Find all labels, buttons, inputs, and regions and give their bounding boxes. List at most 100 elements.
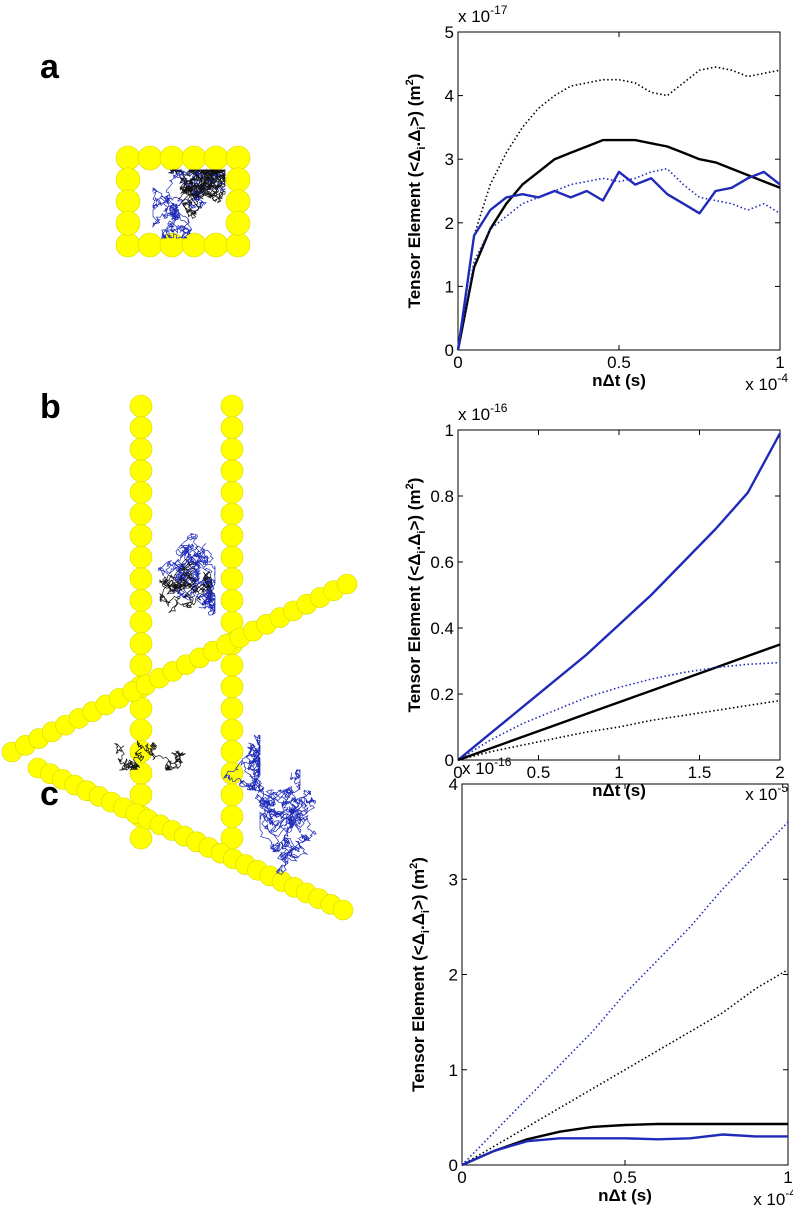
y-tick-label: 0	[445, 341, 454, 360]
wall-particle	[220, 524, 244, 547]
y-axis-label-part: Tensor Element (<Δ	[409, 933, 428, 1092]
trajectory	[259, 789, 317, 875]
y-axis-label-part: Tensor Element (<Δ	[405, 554, 424, 713]
multiplier-exponent: -16	[490, 401, 508, 415]
x-tick-label: 1	[614, 763, 623, 782]
wall-particle	[159, 145, 185, 171]
panel-label: c	[40, 775, 59, 813]
wall-particle	[220, 675, 244, 699]
wall-particle	[129, 653, 153, 677]
axis-multiplier: x 10-17	[458, 3, 508, 26]
axis-multiplier: x 10-16	[462, 755, 512, 778]
y-axis-label-part: i	[416, 127, 428, 130]
x-axis-label: nΔt (s)	[592, 371, 646, 390]
wall-particle	[115, 145, 141, 171]
plot-frame	[457, 429, 781, 761]
wall-particle	[129, 783, 153, 807]
wall-particle	[129, 437, 153, 461]
y-tick-label: 3	[449, 870, 458, 889]
y-axis-label-part: i	[416, 147, 428, 150]
series-line	[456, 170, 781, 351]
x-axis-label: nΔt (s)	[598, 1186, 652, 1205]
series-line	[457, 699, 781, 761]
wall-particle	[220, 697, 244, 720]
multiplier-base: x 10	[458, 405, 490, 424]
y-axis-label-part: )	[405, 478, 424, 484]
series-line	[461, 1122, 788, 1167]
wall-particle	[137, 145, 163, 171]
axis-multiplier: x 10-16	[458, 401, 508, 424]
wall-particle	[220, 459, 244, 483]
y-axis-label-part: >) (m	[409, 869, 428, 910]
axis-multiplier: x 10-5	[745, 781, 788, 804]
wall-particle	[181, 145, 207, 171]
wall-particle	[115, 167, 141, 193]
wall-particle	[115, 210, 141, 236]
y-axis-label-part: .Δ	[405, 130, 424, 147]
y-tick-label: 2	[449, 966, 458, 985]
y-axis-label-part: i	[420, 910, 432, 913]
y-tick-label: 0.6	[430, 553, 454, 572]
wall-particle	[220, 394, 244, 418]
wall-particle	[203, 145, 229, 171]
y-tick-label: 5	[445, 23, 454, 42]
trajectory	[223, 734, 262, 791]
wall-particle	[332, 899, 354, 921]
y-axis-label: Tensor Element (<Δi.Δi>) (m2)	[408, 857, 432, 1092]
wall-particle	[225, 145, 251, 171]
y-tick-label: 1	[445, 277, 454, 296]
y-tick-label: 0.8	[430, 487, 454, 506]
wall-particle	[220, 653, 244, 677]
multiplier-exponent: -4	[777, 371, 788, 385]
y-tick-label: 3	[445, 150, 454, 169]
y-tick-label: 1	[449, 1061, 458, 1080]
wall-particle	[129, 394, 153, 418]
wall-particle	[115, 189, 141, 214]
wall-particle	[220, 805, 244, 828]
series-line	[457, 643, 781, 762]
y-axis-label-part: 2	[408, 863, 420, 869]
wall-particle	[129, 524, 153, 547]
series-line	[457, 661, 781, 761]
wall-particle	[129, 502, 153, 526]
y-tick-label: 1	[445, 421, 454, 440]
series-line	[457, 66, 781, 351]
axis-multiplier: x 10-4	[753, 1186, 793, 1209]
wall-particle	[220, 502, 244, 526]
wall-particle	[203, 232, 229, 258]
plot-frame	[461, 783, 789, 1166]
y-axis-label: Tensor Element (<Δi.Δi>) (m2)	[404, 478, 428, 713]
series-line	[457, 432, 782, 761]
trajectory	[167, 168, 226, 219]
series-line	[457, 167, 781, 351]
x-tick-label: 0.5	[527, 763, 551, 782]
y-axis-label-part: )	[409, 857, 428, 863]
y-axis-label-part: 2	[404, 483, 416, 489]
wall-particle	[220, 481, 244, 504]
x-tick-label: 1.5	[688, 763, 712, 782]
wall-particle	[225, 167, 251, 193]
multiplier-exponent: -17	[490, 3, 508, 17]
y-axis-label-part: i	[416, 551, 428, 554]
plot-frame	[457, 31, 781, 351]
wall-particle	[220, 589, 244, 612]
wall-particle	[129, 632, 153, 655]
x-tick-label: 0	[457, 1168, 466, 1187]
y-axis-label-part: >) (m	[405, 489, 424, 530]
wall-particle	[220, 545, 244, 569]
wall-particle	[129, 718, 153, 742]
wall-particle	[225, 232, 251, 258]
multiplier-base: x 10	[458, 7, 490, 26]
wall-particle	[129, 589, 153, 612]
wall-particle	[129, 416, 153, 439]
trajectory	[114, 739, 186, 771]
wall-particle	[220, 567, 244, 591]
panel-label: b	[40, 388, 61, 426]
x-tick-label: 0	[453, 353, 462, 372]
x-axis-label: nΔt (s)	[592, 781, 646, 800]
multiplier-base: x 10	[745, 785, 777, 804]
x-tick-label: 0	[453, 763, 462, 782]
multiplier-base: x 10	[745, 375, 777, 394]
y-axis-label-part: i	[416, 531, 428, 534]
wall-particle	[129, 567, 153, 591]
